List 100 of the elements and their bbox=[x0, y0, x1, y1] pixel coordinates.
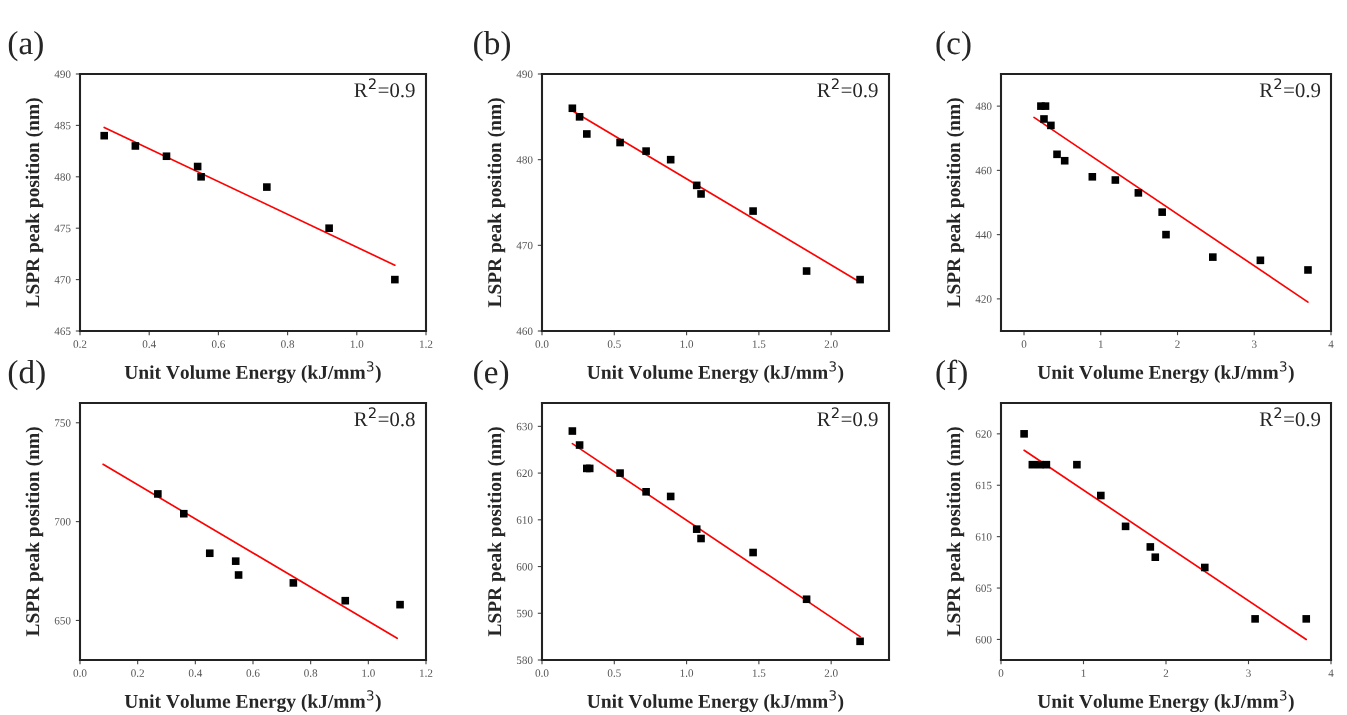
point bbox=[391, 275, 399, 284]
x-tick-label: 2 bbox=[1175, 340, 1180, 348]
y-tick-label: 480 bbox=[54, 173, 71, 181]
point bbox=[341, 596, 350, 605]
y-tick-label: 600 bbox=[516, 563, 533, 571]
point bbox=[1158, 208, 1166, 216]
point bbox=[749, 548, 757, 557]
point bbox=[1040, 115, 1048, 123]
x-tick-label: 0.0 bbox=[73, 669, 87, 677]
y-tick-label: 470 bbox=[54, 276, 71, 284]
y-tick-label: 470 bbox=[516, 241, 533, 250]
x-tick-label: 1 bbox=[1098, 340, 1103, 348]
x-tick-label: 1.0 bbox=[680, 340, 694, 348]
point bbox=[1020, 430, 1028, 438]
y-tick-label: 475 bbox=[54, 224, 71, 233]
x-axis-title: Unit Volume Energy (kJ/mm$^{3}$) bbox=[1037, 361, 1294, 384]
annotation: R$^{2}$=0.9 bbox=[354, 78, 415, 98]
point bbox=[749, 207, 757, 215]
point bbox=[697, 534, 705, 543]
x-tick-label: 4 bbox=[1328, 340, 1334, 348]
x-axis-title: Unit Volume Energy (kJ/mm$^{3}$) bbox=[124, 361, 381, 384]
point bbox=[1047, 121, 1055, 130]
y-tick-label: 490 bbox=[516, 70, 533, 78]
x-tick-label: 1.2 bbox=[420, 340, 433, 348]
point bbox=[1060, 156, 1069, 165]
chart-title: (e) bbox=[474, 359, 509, 391]
annotation: R$^{2}$=0.9 bbox=[817, 407, 878, 427]
y-tick-label: 620 bbox=[516, 469, 533, 478]
y-tick-label: 420 bbox=[975, 295, 992, 303]
y-axis-title: LSPR peak position (nm) bbox=[25, 427, 44, 637]
point bbox=[1304, 266, 1312, 274]
x-tick-label: 1.5 bbox=[752, 669, 766, 677]
point bbox=[396, 600, 404, 609]
point bbox=[1251, 615, 1259, 623]
chart-title: (b) bbox=[474, 30, 510, 62]
point bbox=[263, 183, 271, 191]
point bbox=[575, 113, 584, 121]
point bbox=[856, 275, 864, 284]
x-tick-label: 0.6 bbox=[211, 340, 226, 348]
point bbox=[1088, 173, 1097, 181]
point bbox=[692, 525, 701, 533]
annotation: R$^{2}$=0.9 bbox=[1259, 78, 1321, 98]
y-tick-label: 440 bbox=[975, 231, 992, 239]
y-axis-title: LSPR peak position (nm) bbox=[946, 98, 965, 308]
x-tick-label: 3 bbox=[1252, 340, 1257, 348]
x-tick-label: 0.5 bbox=[607, 669, 621, 677]
point bbox=[180, 509, 188, 518]
x-tick-label: 3 bbox=[1246, 669, 1251, 677]
x-tick-label: 0.8 bbox=[281, 340, 295, 348]
x-tick-label: 1.2 bbox=[420, 669, 433, 677]
y-tick-label: 610 bbox=[516, 516, 533, 524]
point bbox=[1209, 253, 1217, 261]
x-axis-title: Unit Volume Energy (kJ/mm$^{3}$) bbox=[587, 690, 844, 713]
y-tick-label: 480 bbox=[516, 156, 533, 164]
x-tick-label: 1 bbox=[1081, 669, 1086, 677]
y-tick-label: 480 bbox=[975, 102, 992, 111]
x-tick-label: 2.0 bbox=[824, 340, 838, 348]
x-tick-label: 0.0 bbox=[535, 669, 549, 677]
y-tick-label: 600 bbox=[975, 635, 992, 644]
y-tick-label: 610 bbox=[975, 533, 992, 541]
y-axis-title: LSPR peak position (nm) bbox=[487, 98, 506, 308]
x-tick-label: 1.5 bbox=[752, 340, 766, 348]
point bbox=[697, 190, 705, 198]
y-tick-label: 620 bbox=[975, 430, 992, 438]
point bbox=[197, 173, 205, 181]
x-tick-label: 4 bbox=[1328, 669, 1334, 677]
y-tick-label: 490 bbox=[54, 70, 71, 78]
annotation: R$^{2}$=0.9 bbox=[817, 78, 878, 98]
point bbox=[205, 549, 214, 558]
x-tick-label: 0.4 bbox=[188, 669, 203, 677]
point bbox=[1146, 543, 1155, 551]
point bbox=[1134, 189, 1143, 197]
point bbox=[616, 469, 624, 477]
point bbox=[325, 224, 333, 232]
point bbox=[856, 637, 864, 646]
y-tick-label: 460 bbox=[516, 327, 533, 335]
point bbox=[231, 557, 240, 565]
point bbox=[1041, 102, 1050, 110]
y-tick-label: 650 bbox=[54, 616, 71, 625]
point bbox=[692, 181, 701, 190]
point bbox=[583, 130, 591, 138]
x-tick-label: 0.4 bbox=[142, 340, 156, 348]
chart-title: (a) bbox=[8, 30, 43, 62]
chart-title: (c) bbox=[936, 30, 971, 62]
x-tick-label: 0 bbox=[1021, 340, 1027, 348]
point bbox=[1073, 460, 1081, 469]
annotation: R$^{2}$=0.9 bbox=[1259, 407, 1321, 427]
annotation: R$^{2}$=0.8 bbox=[354, 407, 415, 427]
x-tick-label: 2 bbox=[1163, 669, 1169, 677]
point bbox=[616, 138, 624, 147]
point bbox=[234, 571, 243, 579]
x-tick-label: 0.2 bbox=[131, 669, 144, 677]
point bbox=[802, 595, 811, 604]
point bbox=[154, 490, 162, 498]
y-tick-label: 630 bbox=[516, 422, 533, 431]
x-tick-label: 0.2 bbox=[73, 340, 87, 348]
x-tick-label: 1.0 bbox=[362, 669, 375, 677]
y-tick-label: 485 bbox=[54, 121, 71, 130]
y-tick-label: 590 bbox=[516, 609, 533, 618]
y-axis-title: LSPR peak position (nm) bbox=[25, 98, 44, 308]
